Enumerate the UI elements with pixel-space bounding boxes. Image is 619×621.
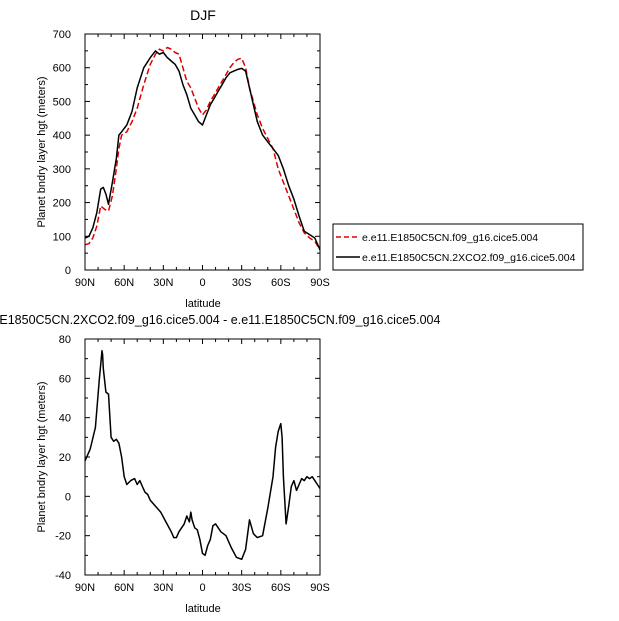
top-x-tick-label: 30N <box>153 277 173 289</box>
top-y-tick-label: 300 <box>53 164 71 176</box>
top-axes: 90N 60N 30N 0 30S 60S 90S 0 100 200 300 400 500 600 70… <box>53 29 330 289</box>
top-panel: DJF 90N 60N 30N 0 30S 60S 90S 0 100 200 300 400 500 6… <box>36 7 584 310</box>
bottom-chart-title: e.e11.E1850C5CN.2XCO2.f09_g16.cice5.004 … <box>0 313 440 327</box>
top-x-tick-label: 90N <box>75 277 95 289</box>
bottom-panel: e.e11.E1850C5CN.2XCO2.f09_g16.cice5.004 … <box>0 313 440 615</box>
bottom-y-tick-label: -40 <box>55 570 71 582</box>
bottom-x-tick-label: 60S <box>271 582 291 594</box>
top-series-line-0 <box>84 46 321 251</box>
top-x-tick-label: 60N <box>114 277 134 289</box>
bottom-x-tick-label: 30S <box>232 582 252 594</box>
legend: e.e11.E1850C5CN.f09_g16.cice5.004 e.e11.… <box>332 223 584 271</box>
top-x-axis-label: latitude <box>185 298 220 310</box>
top-y-axis-label: Planet bndry layer hgt (meters) <box>36 76 48 227</box>
bottom-series-group <box>84 350 321 561</box>
top-y-tick-label: 700 <box>53 29 71 41</box>
bottom-y-tick-label: 20 <box>59 452 71 464</box>
top-chart-title: DJF <box>190 7 216 23</box>
top-x-tick-label: 90S <box>310 277 330 289</box>
bottom-series-line-0 <box>84 350 321 561</box>
top-plot-frame <box>84 33 321 271</box>
bottom-x-tick-label: 90S <box>310 582 330 594</box>
top-y-tick-label: 200 <box>53 198 71 210</box>
legend-label-2xco2: e.e11.E1850C5CN.2XCO2.f09_g16.cice5.004 <box>362 252 576 264</box>
bottom-y-tick-label: 80 <box>59 334 71 346</box>
top-x-tick-label: 0 <box>199 277 205 289</box>
top-y-tick-label: 400 <box>53 130 71 142</box>
top-series-line-1 <box>84 50 321 251</box>
bottom-y-tick-label: -20 <box>55 531 71 543</box>
top-y-tick-label: 600 <box>53 63 71 75</box>
bottom-x-tick-label: 60N <box>114 582 134 594</box>
bottom-axes: 90N 60N 30N 0 30S 60S 90S -40 -20 0 20 40 60 80 <box>55 334 330 594</box>
bottom-plot-frame <box>84 338 321 576</box>
bottom-x-axis-label: latitude <box>185 603 220 615</box>
top-series-group <box>84 46 321 251</box>
bottom-x-tick-label: 30N <box>153 582 173 594</box>
top-x-tick-label: 60S <box>271 277 291 289</box>
top-x-tick-label: 30S <box>232 277 252 289</box>
top-y-tick-label: 500 <box>53 96 71 108</box>
bottom-x-tick-label: 90N <box>75 582 95 594</box>
top-y-tick-label: 0 <box>65 265 71 277</box>
legend-label-control: e.e11.E1850C5CN.f09_g16.cice5.004 <box>362 232 538 244</box>
bottom-y-tick-label: 0 <box>65 491 71 503</box>
legend-box <box>332 223 584 271</box>
bottom-y-tick-label: 40 <box>59 413 71 425</box>
bottom-x-tick-label: 0 <box>199 582 205 594</box>
top-y-tick-label: 100 <box>53 231 71 243</box>
bottom-y-tick-label: 60 <box>59 373 71 385</box>
bottom-y-axis-label: Planet bndry layer hgt (meters) <box>36 381 48 532</box>
